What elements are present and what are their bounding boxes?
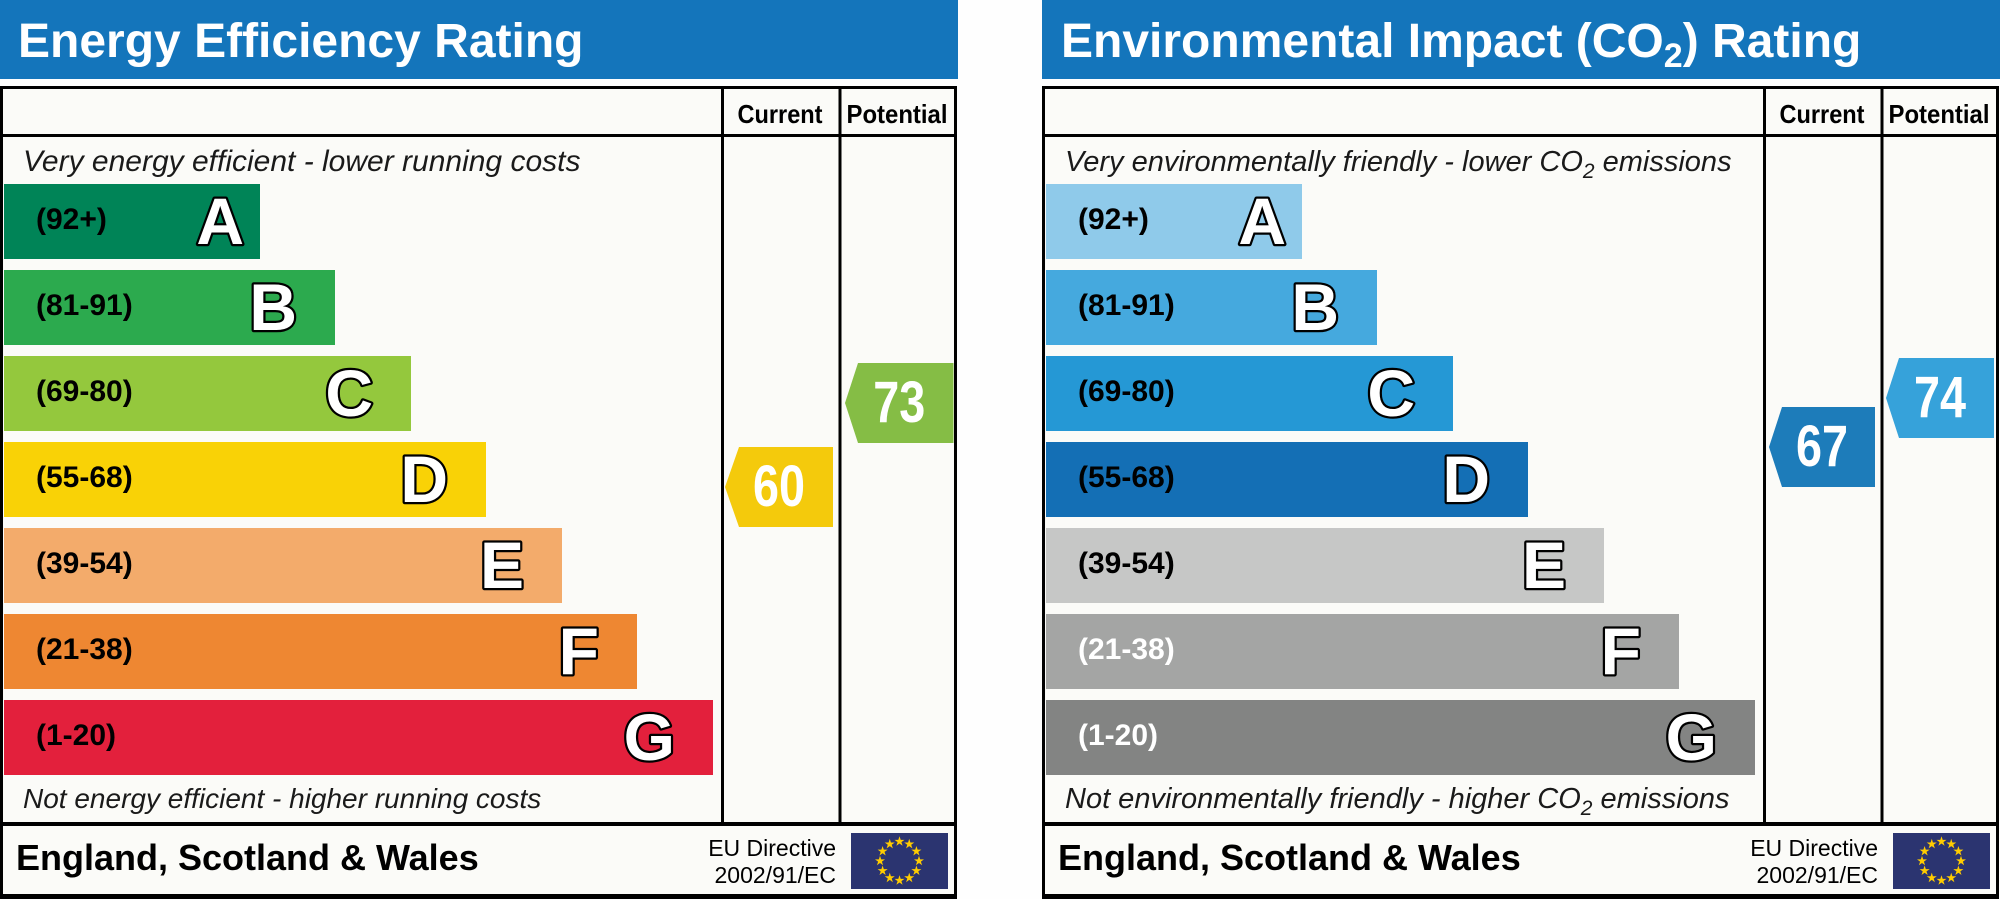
svg-text:(21-38): (21-38) [1078, 633, 1175, 666]
svg-text:D: D [1442, 442, 1490, 516]
svg-text:D: D [400, 442, 448, 516]
svg-text:A: A [196, 184, 244, 258]
svg-text:(81-91): (81-91) [1078, 289, 1175, 322]
svg-text:Current: Current [738, 99, 823, 129]
svg-text:E: E [1522, 528, 1566, 602]
svg-text:2002/91/EC: 2002/91/EC [715, 862, 836, 888]
svg-text:EU Directive: EU Directive [708, 835, 836, 861]
svg-text:(21-38): (21-38) [36, 633, 133, 666]
svg-text:G: G [1666, 700, 1717, 774]
svg-text:Not energy efficient - higher: Not energy efficient - higher running co… [23, 783, 541, 814]
svg-text:Very environmentally friendly: Very environmentally friendly - lower CO… [1065, 146, 1732, 183]
svg-text:EU Directive: EU Directive [1750, 835, 1878, 861]
svg-text:(55-68): (55-68) [1078, 461, 1175, 494]
svg-text:(1-20): (1-20) [1078, 719, 1158, 752]
svg-text:C: C [1367, 356, 1415, 430]
svg-text:67: 67 [1796, 414, 1848, 479]
svg-text:(81-91): (81-91) [36, 289, 133, 322]
svg-text:2002/91/EC: 2002/91/EC [1757, 862, 1878, 888]
svg-text:(92+): (92+) [1078, 203, 1149, 236]
svg-text:F: F [559, 614, 599, 688]
svg-text:F: F [1601, 614, 1641, 688]
svg-text:C: C [325, 356, 373, 430]
svg-text:(39-54): (39-54) [1078, 547, 1175, 580]
svg-text:Current: Current [1780, 99, 1865, 129]
svg-text:60: 60 [753, 454, 805, 519]
svg-text:(55-68): (55-68) [36, 461, 133, 494]
svg-text:A: A [1238, 184, 1286, 258]
svg-text:(39-54): (39-54) [36, 547, 133, 580]
svg-text:74: 74 [1914, 365, 1966, 430]
svg-text:Environmental Impact (CO2) Rat: Environmental Impact (CO2) Rating [1061, 15, 1861, 75]
svg-text:(69-80): (69-80) [1078, 375, 1175, 408]
svg-text:B: B [249, 270, 297, 344]
svg-text:Very energy efficient - lower: Very energy efficient - lower running co… [23, 145, 580, 178]
svg-text:England, Scotland & Wales: England, Scotland & Wales [16, 837, 479, 878]
svg-text:England, Scotland & Wales: England, Scotland & Wales [1058, 837, 1521, 878]
svg-text:Energy Efficiency Rating: Energy Efficiency Rating [18, 15, 583, 68]
svg-text:Potential: Potential [1889, 99, 1990, 129]
svg-text:(69-80): (69-80) [36, 375, 133, 408]
svg-text:(1-20): (1-20) [36, 719, 116, 752]
svg-text:73: 73 [873, 370, 925, 435]
svg-text:Potential: Potential [847, 99, 948, 129]
svg-text:G: G [624, 700, 675, 774]
svg-text:(92+): (92+) [36, 203, 107, 236]
svg-text:E: E [480, 528, 524, 602]
svg-text:B: B [1291, 270, 1339, 344]
svg-text:Not environmentally friendly -: Not environmentally friendly - higher CO… [1065, 783, 1729, 820]
